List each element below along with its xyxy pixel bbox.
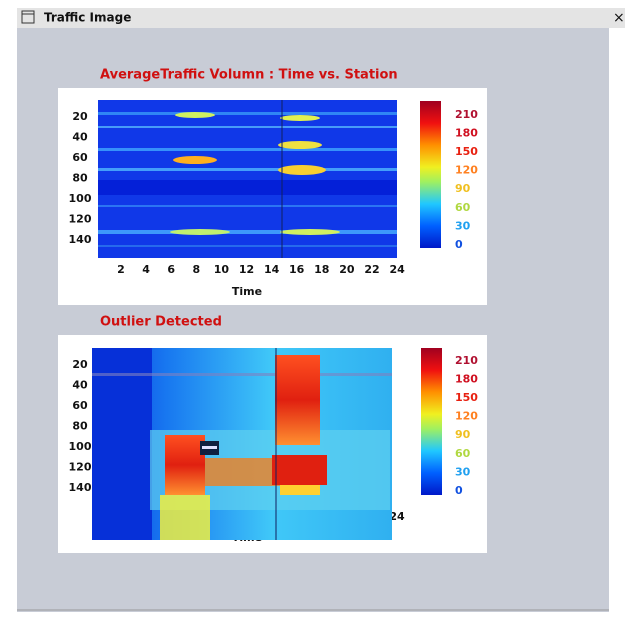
y-tick-label: 140 bbox=[69, 481, 92, 494]
page: Traffic Image × AverageTraffic Volumn : … bbox=[0, 0, 625, 618]
colorbar-label: 60 bbox=[455, 201, 471, 214]
colorbar-label: 210 bbox=[455, 354, 478, 367]
colorbar-label: 180 bbox=[455, 126, 478, 139]
y-tick-label: 60 bbox=[72, 399, 88, 412]
window-title: Traffic Image bbox=[44, 11, 131, 25]
x-tick-label: 12 bbox=[239, 263, 254, 276]
panel: AverageTraffic Volumn : Time vs. Station… bbox=[58, 68, 487, 306]
x-tick-label: 8 bbox=[192, 263, 200, 276]
y-tick-label: 80 bbox=[72, 420, 88, 433]
window: Traffic Image × AverageTraffic Volumn : … bbox=[0, 0, 625, 618]
x-tick-label: 24 bbox=[389, 263, 405, 276]
x-tick-label: 10 bbox=[214, 263, 230, 276]
x-tick-label: 22 bbox=[364, 263, 379, 276]
colorbar-label: 210 bbox=[455, 108, 478, 121]
x-tick-label: 6 bbox=[167, 263, 175, 276]
colorbar-label: 30 bbox=[455, 219, 471, 232]
y-tick-label: 60 bbox=[72, 151, 88, 164]
y-tick-label: 100 bbox=[69, 192, 92, 205]
x-axis-label: Time bbox=[232, 285, 262, 298]
y-tick-label: 100 bbox=[69, 440, 92, 453]
y-tick-label: 120 bbox=[69, 213, 92, 226]
close-button[interactable]: × bbox=[613, 10, 625, 26]
y-tick-label: 20 bbox=[72, 358, 88, 371]
x-tick-label: 18 bbox=[314, 263, 329, 276]
x-tick-label: 14 bbox=[264, 263, 280, 276]
colorbar-label: 0 bbox=[455, 238, 463, 251]
heatmap-image bbox=[98, 100, 397, 258]
y-tick-label: 40 bbox=[72, 131, 88, 144]
colorbar-label: 90 bbox=[455, 428, 471, 441]
y-tick-label: 120 bbox=[69, 461, 92, 474]
x-tick-label: 2 bbox=[117, 263, 125, 276]
y-tick-label: 140 bbox=[69, 233, 92, 246]
colorbar bbox=[421, 348, 442, 495]
colorbar-label: 180 bbox=[455, 372, 478, 385]
panel-title: Outlier Detected bbox=[100, 315, 222, 330]
heatmap-image bbox=[92, 348, 392, 540]
x-tick-label: 16 bbox=[289, 263, 305, 276]
colorbar-label: 90 bbox=[455, 182, 471, 195]
x-tick-label: 20 bbox=[339, 263, 355, 276]
colorbar-label: 120 bbox=[455, 410, 478, 423]
y-tick-label: 40 bbox=[72, 379, 88, 392]
x-tick-label: 4 bbox=[142, 263, 150, 276]
colorbar bbox=[420, 101, 441, 248]
colorbar-label: 150 bbox=[455, 145, 478, 158]
colorbar-label: 60 bbox=[455, 447, 471, 460]
y-tick-label: 80 bbox=[72, 172, 88, 185]
colorbar-label: 150 bbox=[455, 391, 478, 404]
panel-title: AverageTraffic Volumn : Time vs. Station bbox=[100, 68, 398, 83]
colorbar-label: 30 bbox=[455, 465, 471, 478]
y-tick-label: 20 bbox=[72, 110, 88, 123]
colorbar-label: 120 bbox=[455, 164, 478, 177]
colorbar-label: 0 bbox=[455, 484, 463, 497]
